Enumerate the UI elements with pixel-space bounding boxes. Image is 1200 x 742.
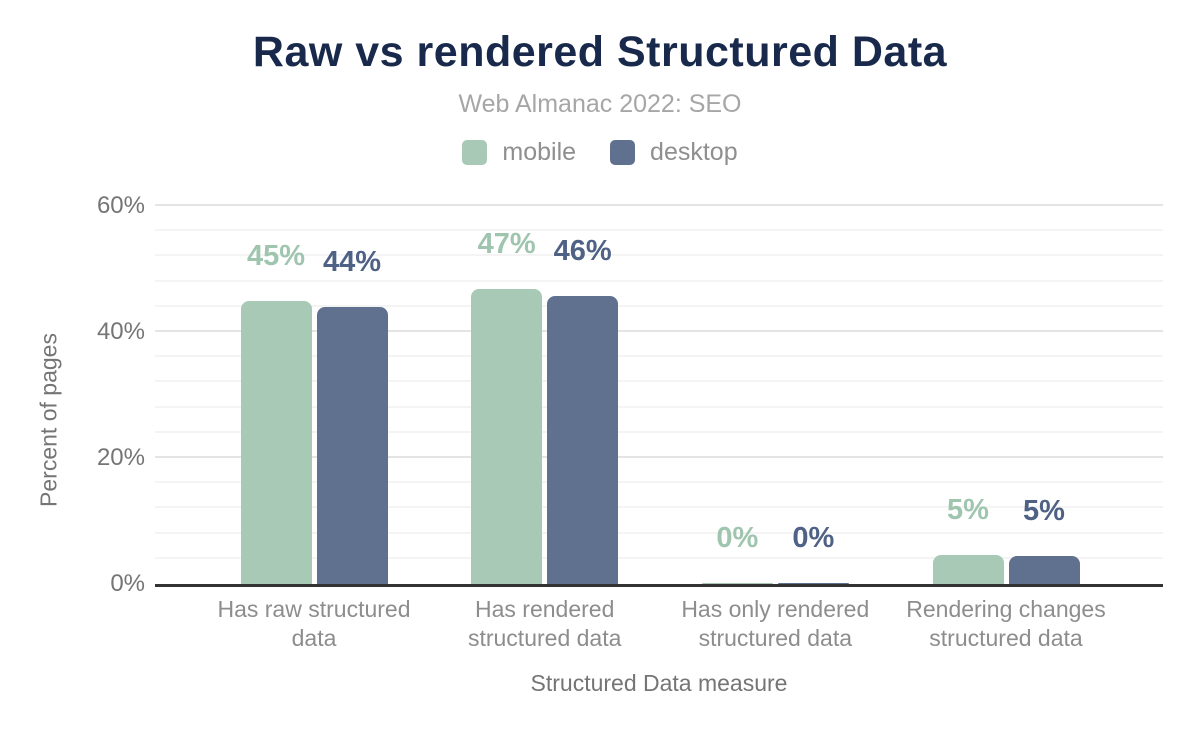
legend: mobile desktop — [0, 138, 1200, 167]
bar-mobile-4 — [932, 555, 1004, 584]
minor-gridline — [155, 506, 1163, 509]
minor-gridline — [155, 481, 1163, 484]
bar-mobile-2 — [471, 288, 543, 584]
minor-gridline — [155, 279, 1163, 282]
x-axis-title: Structured Data measure — [530, 670, 788, 696]
minor-gridline — [155, 556, 1163, 559]
y-tick-label: 0% — [110, 570, 145, 597]
bar-mobile-3 — [701, 583, 773, 584]
x-category-label-1: Has raw structured data — [217, 596, 411, 651]
bar-value-label-desktop-2: 46% — [553, 235, 612, 268]
x-category-label-2: Has rendered structured data — [467, 596, 622, 651]
minor-gridline — [155, 254, 1163, 257]
bar-value-label-mobile-4: 5% — [947, 494, 989, 527]
x-category-label-4: Rendering changes structured data — [906, 596, 1106, 651]
minor-gridline — [155, 405, 1163, 408]
minor-gridline — [155, 430, 1163, 433]
y-axis-title: Percent of pages — [35, 333, 62, 507]
bar-value-label-desktop-4: 5% — [1023, 495, 1065, 528]
chart-title: Raw vs rendered Structured Data — [252, 28, 948, 76]
legend-swatch-desktop-icon — [610, 140, 636, 165]
bar-value-label-desktop-3: 0% — [792, 522, 835, 555]
bar-value-label-mobile-2: 47% — [477, 227, 536, 260]
bar-desktop-4 — [1008, 556, 1080, 584]
x-category-label-3: Has only rendered structured data — [681, 596, 870, 651]
major-gridline — [155, 330, 1163, 332]
bar-desktop-1 — [316, 306, 388, 584]
minor-gridline — [155, 355, 1163, 358]
bar-desktop-3 — [777, 583, 849, 584]
major-gridline — [155, 204, 1163, 206]
bar-value-label-mobile-3: 0% — [716, 522, 759, 555]
bar-desktop-2 — [547, 296, 619, 584]
chart-subtitle: Web Almanac 2022: SEO — [458, 90, 742, 118]
plot-area: 45% 47% 0% 5% 44% 46% 0% 5% — [155, 203, 1163, 587]
minor-gridline — [155, 380, 1163, 383]
bar-value-label-mobile-1: 45% — [246, 239, 306, 272]
bar-value-label-desktop-1: 44% — [322, 245, 382, 278]
legend-item-desktop: desktop — [610, 138, 738, 167]
legend-item-mobile: mobile — [462, 138, 576, 167]
legend-swatch-mobile-icon — [462, 140, 488, 165]
minor-gridline — [155, 531, 1163, 534]
y-tick-label: 40% — [96, 318, 145, 345]
bar-mobile-1 — [240, 300, 312, 584]
minor-gridline — [155, 229, 1163, 232]
legend-label-mobile: mobile — [502, 138, 577, 166]
y-tick-label: 20% — [96, 444, 145, 471]
legend-label-desktop: desktop — [650, 138, 738, 166]
minor-gridline — [155, 304, 1163, 307]
major-gridline — [155, 456, 1163, 458]
y-tick-label: 60% — [96, 192, 145, 219]
